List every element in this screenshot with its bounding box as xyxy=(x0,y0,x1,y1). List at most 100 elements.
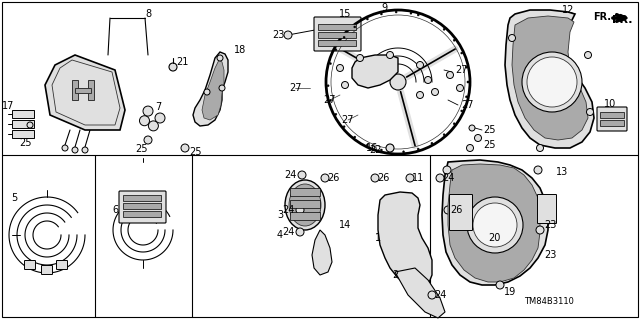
Circle shape xyxy=(343,36,345,38)
Text: 24: 24 xyxy=(434,290,446,300)
Text: 23: 23 xyxy=(544,220,556,230)
Text: 22: 22 xyxy=(369,145,381,155)
Bar xyxy=(123,203,161,209)
Circle shape xyxy=(366,144,369,146)
Circle shape xyxy=(527,57,577,107)
Text: 24: 24 xyxy=(282,205,294,215)
Text: 23: 23 xyxy=(544,250,556,260)
Circle shape xyxy=(473,203,517,247)
Polygon shape xyxy=(505,10,594,148)
Circle shape xyxy=(335,49,337,51)
Circle shape xyxy=(148,121,158,131)
Circle shape xyxy=(431,88,438,95)
Text: 18: 18 xyxy=(234,45,246,55)
Text: 13: 13 xyxy=(556,167,568,177)
Bar xyxy=(12,130,34,138)
Text: 14: 14 xyxy=(339,220,351,230)
Bar xyxy=(290,212,320,220)
Circle shape xyxy=(536,145,543,152)
Polygon shape xyxy=(352,55,398,88)
Circle shape xyxy=(62,145,68,151)
Circle shape xyxy=(342,81,349,88)
Text: 5: 5 xyxy=(11,193,17,203)
Text: 25: 25 xyxy=(484,125,496,135)
Text: 17: 17 xyxy=(2,101,14,111)
Circle shape xyxy=(366,18,369,20)
Circle shape xyxy=(371,174,379,182)
Circle shape xyxy=(584,51,591,58)
Circle shape xyxy=(467,81,469,83)
Text: 26: 26 xyxy=(450,205,462,215)
Text: 16: 16 xyxy=(366,143,378,153)
Circle shape xyxy=(536,226,544,234)
Circle shape xyxy=(428,291,436,299)
Circle shape xyxy=(327,85,329,87)
Bar xyxy=(72,80,78,100)
Circle shape xyxy=(390,74,406,90)
Text: 25: 25 xyxy=(19,138,31,148)
Circle shape xyxy=(467,145,474,152)
Text: 15: 15 xyxy=(339,9,351,19)
Text: 24: 24 xyxy=(282,227,294,237)
Text: 23: 23 xyxy=(272,30,284,40)
Text: TM84B3110: TM84B3110 xyxy=(524,298,574,307)
Circle shape xyxy=(467,81,469,83)
Circle shape xyxy=(417,62,424,69)
Circle shape xyxy=(82,147,88,153)
Circle shape xyxy=(387,51,394,58)
Circle shape xyxy=(217,55,223,61)
Circle shape xyxy=(354,26,356,28)
FancyBboxPatch shape xyxy=(42,265,52,275)
Circle shape xyxy=(431,142,433,144)
Circle shape xyxy=(465,96,467,98)
FancyBboxPatch shape xyxy=(24,261,35,270)
Text: 27: 27 xyxy=(461,100,474,110)
Text: FR.: FR. xyxy=(612,15,632,25)
Circle shape xyxy=(284,31,292,39)
Text: 10: 10 xyxy=(604,99,616,109)
FancyBboxPatch shape xyxy=(314,17,361,51)
Circle shape xyxy=(443,166,451,174)
FancyBboxPatch shape xyxy=(56,261,67,270)
Text: 12: 12 xyxy=(562,5,574,15)
Circle shape xyxy=(461,52,463,54)
Circle shape xyxy=(140,116,150,126)
FancyBboxPatch shape xyxy=(449,195,472,231)
Text: 26: 26 xyxy=(327,173,339,183)
Polygon shape xyxy=(202,60,224,120)
Circle shape xyxy=(424,77,431,84)
Circle shape xyxy=(436,174,444,182)
Circle shape xyxy=(403,151,404,153)
Circle shape xyxy=(417,92,424,99)
Circle shape xyxy=(356,55,364,62)
Text: 2: 2 xyxy=(392,270,398,280)
Circle shape xyxy=(330,100,332,101)
Text: 26: 26 xyxy=(377,173,389,183)
Bar xyxy=(12,120,34,128)
Circle shape xyxy=(456,85,463,92)
Circle shape xyxy=(155,113,165,123)
Circle shape xyxy=(469,125,475,131)
Circle shape xyxy=(144,136,152,144)
Bar xyxy=(123,211,161,217)
Circle shape xyxy=(219,85,225,91)
Bar xyxy=(290,200,320,208)
Circle shape xyxy=(444,206,452,214)
Bar xyxy=(600,112,624,118)
Circle shape xyxy=(386,144,394,152)
Circle shape xyxy=(27,122,33,128)
Circle shape xyxy=(465,66,467,68)
Polygon shape xyxy=(512,16,588,140)
Circle shape xyxy=(72,147,78,153)
Circle shape xyxy=(296,206,304,214)
Text: 9: 9 xyxy=(381,3,387,13)
Circle shape xyxy=(586,108,593,115)
Circle shape xyxy=(380,13,382,15)
Circle shape xyxy=(321,174,329,182)
Circle shape xyxy=(395,11,397,13)
Bar xyxy=(600,120,624,126)
FancyBboxPatch shape xyxy=(597,107,627,131)
Circle shape xyxy=(443,28,445,30)
Text: 27: 27 xyxy=(342,115,355,125)
Ellipse shape xyxy=(285,180,325,230)
